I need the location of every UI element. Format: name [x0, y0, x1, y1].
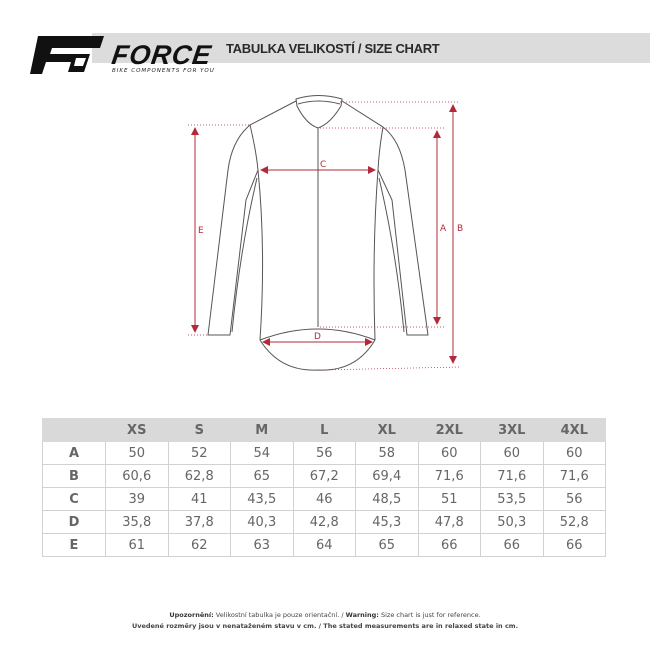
size-value-cell: 45,3: [355, 510, 419, 534]
size-value-cell: 51: [417, 487, 481, 511]
table-row: B 60,6 62,8 65 67,2 69,4 71,6 71,6 71,6: [42, 464, 606, 488]
size-col-header: M: [230, 418, 294, 442]
size-col-header: 3XL: [480, 418, 544, 442]
corner-cell: [42, 418, 106, 442]
label-a: A: [440, 224, 447, 234]
row-label: C: [42, 487, 106, 511]
force-logo-icon: [30, 36, 104, 74]
label-b: B: [457, 224, 463, 234]
row-label: A: [42, 441, 106, 465]
jersey-diagram: E A B C D: [188, 95, 463, 371]
size-value-cell: 58: [355, 441, 419, 465]
footer-warning: Upozornění: Velikostní tabulka je pouze …: [0, 611, 650, 619]
size-value-cell: 61: [105, 533, 169, 557]
footer-measurements-note: Uvedené rozměry jsou v nenataženém stavu…: [131, 622, 519, 630]
table-row: E 61 62 63 64 65 66 66 66: [42, 533, 606, 557]
size-col-header: XS: [105, 418, 169, 442]
warning-cz-text: Velikostní tabulka je pouze orientační. …: [215, 611, 344, 619]
size-value-cell: 50,3: [480, 510, 544, 534]
size-value-cell: 60: [542, 441, 606, 465]
row-label: B: [42, 464, 106, 488]
size-value-cell: 48,5: [355, 487, 419, 511]
size-value-cell: 54: [230, 441, 294, 465]
size-value-cell: 66: [480, 533, 544, 557]
table-row: A 50 52 54 56 58 60 60 60: [42, 441, 606, 465]
size-header-row: XS S M L XL 2XL 3XL 4XL: [42, 418, 606, 442]
size-value-cell: 65: [355, 533, 419, 557]
jersey-outline: [207, 95, 429, 371]
size-value-cell: 71,6: [542, 464, 606, 488]
size-value-cell: 62,8: [167, 464, 231, 488]
size-col-header: 2XL: [417, 418, 481, 442]
size-value-cell: 53,5: [480, 487, 544, 511]
size-value-cell: 56: [292, 441, 356, 465]
size-value-cell: 66: [417, 533, 481, 557]
size-value-cell: 71,6: [480, 464, 544, 488]
measure-guides: [188, 101, 461, 371]
size-value-cell: 66: [542, 533, 606, 557]
label-e: E: [198, 226, 204, 236]
row-label: E: [42, 533, 106, 557]
size-value-cell: 41: [167, 487, 231, 511]
label-d: D: [314, 332, 321, 342]
size-value-cell: 62: [167, 533, 231, 557]
size-col-header: L: [292, 418, 356, 442]
size-value-cell: 52,8: [542, 510, 606, 534]
row-label: D: [42, 510, 106, 534]
warning-en-label: Warning:: [345, 611, 379, 619]
page-title: TABULKA VELIKOSTÍ / SIZE CHART: [226, 41, 440, 56]
size-value-cell: 64: [292, 533, 356, 557]
size-value-cell: 39: [105, 487, 169, 511]
size-value-cell: 60,6: [105, 464, 169, 488]
size-col-header: S: [167, 418, 231, 442]
table-row: C 39 41 43,5 46 48,5 51 53,5 56: [42, 487, 606, 511]
size-col-header: 4XL: [542, 418, 606, 442]
size-value-cell: 50: [105, 441, 169, 465]
size-value-cell: 35,8: [105, 510, 169, 534]
size-value-cell: 69,4: [355, 464, 419, 488]
size-value-cell: 56: [542, 487, 606, 511]
header-bar: [92, 33, 650, 63]
size-value-cell: 65: [230, 464, 294, 488]
size-value-cell: 46: [292, 487, 356, 511]
size-value-cell: 60: [480, 441, 544, 465]
table-row: D 35,8 37,8 40,3 42,8 45,3 47,8 50,3 52,8: [42, 510, 606, 534]
warning-en-text: Size chart is just for reference.: [380, 611, 481, 619]
size-value-cell: 43,5: [230, 487, 294, 511]
size-value-cell: 47,8: [417, 510, 481, 534]
size-value-cell: 67,2: [292, 464, 356, 488]
size-value-cell: 52: [167, 441, 231, 465]
size-value-cell: 40,3: [230, 510, 294, 534]
size-value-cell: 42,8: [292, 510, 356, 534]
size-col-header: XL: [355, 418, 419, 442]
size-value-cell: 37,8: [167, 510, 231, 534]
size-value-cell: 60: [417, 441, 481, 465]
size-value-cell: 63: [230, 533, 294, 557]
brand-tagline: BIKE COMPONENTS FOR YOU: [112, 68, 215, 74]
label-c: C: [320, 160, 326, 170]
size-value-cell: 71,6: [417, 464, 481, 488]
size-table: XS S M L XL 2XL 3XL 4XL A 50 52 54 56 58 60 60 6…: [42, 418, 606, 557]
warning-cz-label: Upozornění:: [169, 611, 214, 619]
